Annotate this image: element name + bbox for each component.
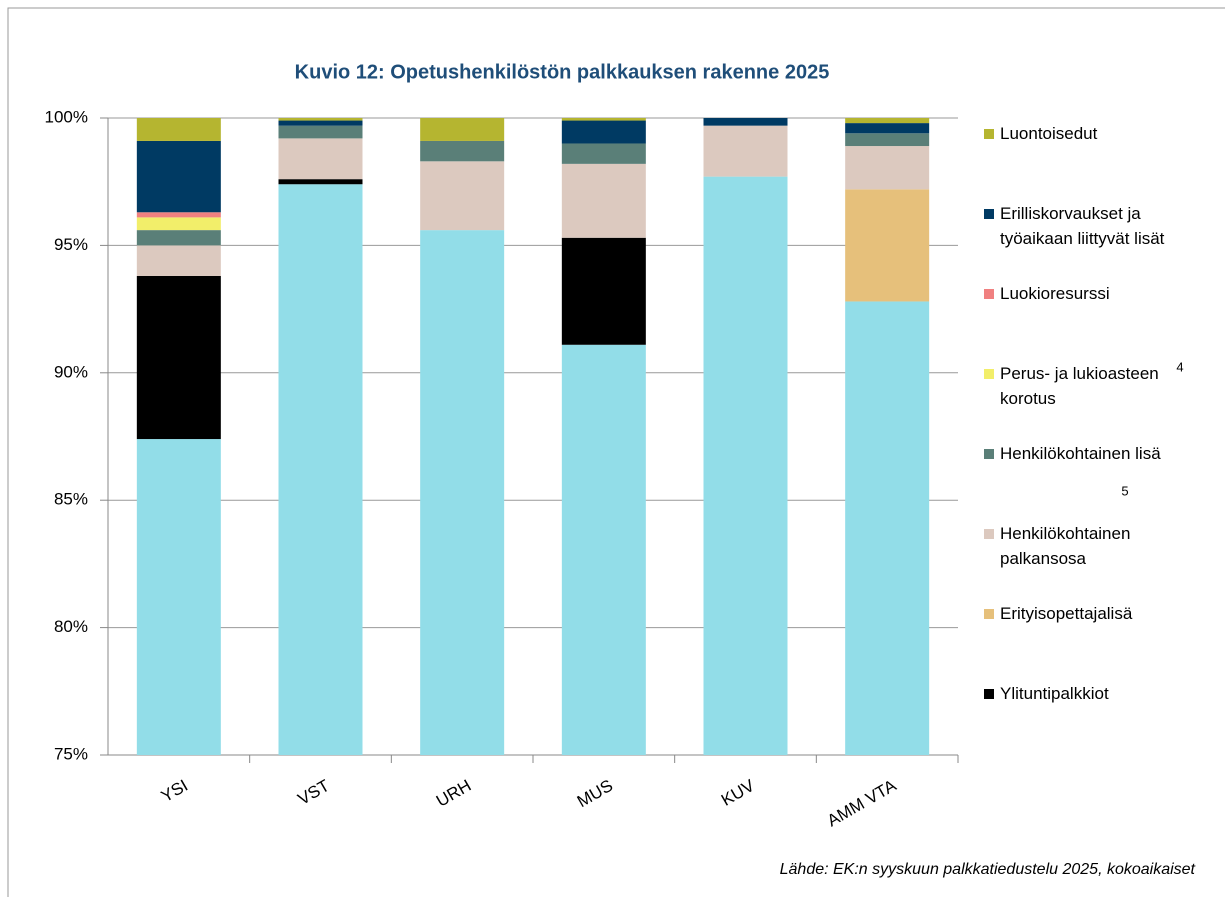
legend-swatch (984, 369, 994, 379)
bar-segment (136, 439, 221, 755)
annotation: 4 (1176, 359, 1183, 374)
legend-item: Erilliskorvaukset ja työaikaan liittyvät… (984, 201, 1164, 251)
bar-segment (561, 120, 646, 144)
bar-segment (561, 118, 646, 121)
annotation: 5 (1121, 483, 1128, 498)
y-tick-label: 80% (54, 617, 88, 636)
x-tick-label: KUV (718, 776, 758, 810)
legend-item: Henkilökohtainen lisä (984, 441, 1161, 466)
bar-segment (703, 125, 788, 177)
bar-segment (845, 301, 930, 755)
bar-segment (136, 118, 221, 141)
bar-segment (845, 133, 930, 147)
legend-label: Erityisopettajalisä (1000, 604, 1133, 623)
y-tick-label: 95% (54, 235, 88, 254)
bar-segment (420, 161, 505, 231)
legend-label: Luokioresurssi (1000, 284, 1110, 303)
bar-segment (703, 118, 788, 126)
y-tick-label: 90% (54, 362, 88, 381)
legend-swatch (984, 289, 994, 299)
legend-label: Henkilökohtainen palkansosa (1000, 524, 1131, 568)
legend-item: Luokioresurssi (984, 281, 1110, 306)
bar-segment (136, 212, 221, 218)
legend-swatch (984, 529, 994, 539)
legend-swatch (984, 689, 994, 699)
x-tick-label: URH (433, 776, 474, 811)
legend-swatch (984, 449, 994, 459)
bar-segment (278, 179, 363, 185)
y-tick-label: 85% (54, 490, 88, 509)
bar-segment (845, 118, 930, 124)
bar-segment (561, 237, 646, 345)
bar-segment (278, 118, 363, 121)
bar-segment (561, 163, 646, 238)
x-tick-label: YSI (158, 776, 191, 806)
x-tick-label: VST (295, 776, 333, 809)
frame (7, 7, 1225, 897)
bar-segment (420, 230, 505, 755)
bar-segment (845, 146, 930, 190)
bar-segment (278, 138, 363, 180)
bar-segment (136, 245, 221, 276)
legend-item: Henkilökohtainen palkansosa (984, 521, 1130, 571)
legend-label: Henkilökohtainen lisä (1000, 444, 1161, 463)
legend-swatch (984, 209, 994, 219)
bar-segment (845, 189, 930, 302)
legend-label: Ylituntipalkkiot (1000, 684, 1109, 703)
bar-segment (420, 118, 505, 141)
bar-segment (845, 123, 930, 134)
bar-segment (278, 184, 363, 756)
source: Lähde: EK:n syyskuun palkkatiedustelu 20… (780, 861, 1196, 878)
bar-segment (136, 217, 221, 231)
y-tick-label: 75% (54, 744, 88, 763)
bar-segment (136, 230, 221, 246)
bar-segment (420, 140, 505, 162)
bar-segment (561, 344, 646, 755)
legend-item: Perus- ja lukioasteen korotus (984, 361, 1159, 411)
legend-label: Erilliskorvaukset ja työaikaan liittyvät… (1000, 204, 1165, 248)
bar-segment (136, 275, 221, 440)
bar-segment (278, 120, 363, 126)
legend-label: Luontoisedut (1000, 124, 1098, 143)
chart-title: Kuvio 12: Opetushenkilöstön palkkauksen … (295, 61, 830, 83)
y-tick-label: 100% (45, 107, 88, 126)
legend-item: Erityisopettajalisä (984, 601, 1132, 626)
legend-label: Perus- ja lukioasteen korotus (1000, 364, 1159, 408)
x-tick-label: AMM VTA (824, 776, 900, 831)
legend-swatch (984, 129, 994, 139)
bar-segment (561, 143, 646, 164)
legend-item: Luontoisedut (984, 121, 1097, 146)
legend-item: Ylituntipalkkiot (984, 681, 1109, 706)
legend-swatch (984, 609, 994, 619)
bar-segment (278, 125, 363, 139)
bar-segment (703, 176, 788, 755)
x-tick-label: MUS (574, 776, 616, 811)
bar-segment (136, 140, 221, 213)
